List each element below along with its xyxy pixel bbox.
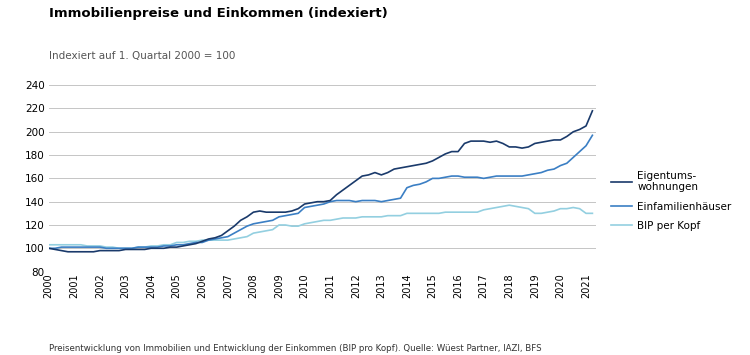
BIP per Kopf — [313, 219, 322, 224]
Eigentums-
wohnungen — [76, 250, 86, 254]
Einfamilienhäuser — [102, 246, 111, 250]
Text: Preisentwicklung von Immobilien und Entwicklung der Einkommen (BIP pro Kopf). Qu: Preisentwicklung von Immobilien und Entw… — [49, 344, 542, 353]
Line: BIP per Kopf: BIP per Kopf — [49, 205, 593, 248]
Einfamilienhäuser — [307, 204, 316, 208]
BIP per Kopf — [466, 210, 476, 214]
Eigentums-
wohnungen — [588, 109, 597, 113]
Einfamilienhäuser — [44, 246, 53, 250]
BIP per Kopf — [588, 211, 597, 215]
BIP per Kopf — [57, 243, 66, 247]
BIP per Kopf — [102, 245, 111, 249]
Text: Immobilienpreise und Einkommen (indexiert): Immobilienpreise und Einkommen (indexier… — [49, 7, 388, 20]
BIP per Kopf — [44, 243, 53, 247]
BIP per Kopf — [518, 206, 526, 210]
Einfamilienhäuser — [505, 174, 514, 178]
Eigentums-
wohnungen — [57, 248, 66, 253]
BIP per Kopf — [70, 243, 79, 247]
Text: Indexiert auf 1. Quartal 2000 = 100: Indexiert auf 1. Quartal 2000 = 100 — [49, 51, 236, 61]
Einfamilienhäuser — [460, 175, 469, 179]
Eigentums-
wohnungen — [313, 200, 322, 204]
BIP per Kopf — [505, 203, 514, 207]
Einfamilienhäuser — [57, 245, 66, 249]
Eigentums-
wohnungen — [44, 246, 53, 250]
Einfamilienhäuser — [70, 245, 79, 249]
Eigentums-
wohnungen — [64, 250, 73, 254]
Legend: Eigentums-
wohnungen, Einfamilienhäuser, BIP per Kopf: Eigentums- wohnungen, Einfamilienhäuser,… — [607, 166, 736, 235]
Line: Einfamilienhäuser: Einfamilienhäuser — [49, 135, 593, 248]
Eigentums-
wohnungen — [466, 139, 476, 143]
Line: Eigentums-
wohnungen: Eigentums- wohnungen — [49, 111, 593, 252]
Einfamilienhäuser — [588, 133, 597, 137]
Eigentums-
wohnungen — [108, 248, 117, 253]
Eigentums-
wohnungen — [512, 145, 520, 149]
BIP per Kopf — [115, 246, 124, 250]
